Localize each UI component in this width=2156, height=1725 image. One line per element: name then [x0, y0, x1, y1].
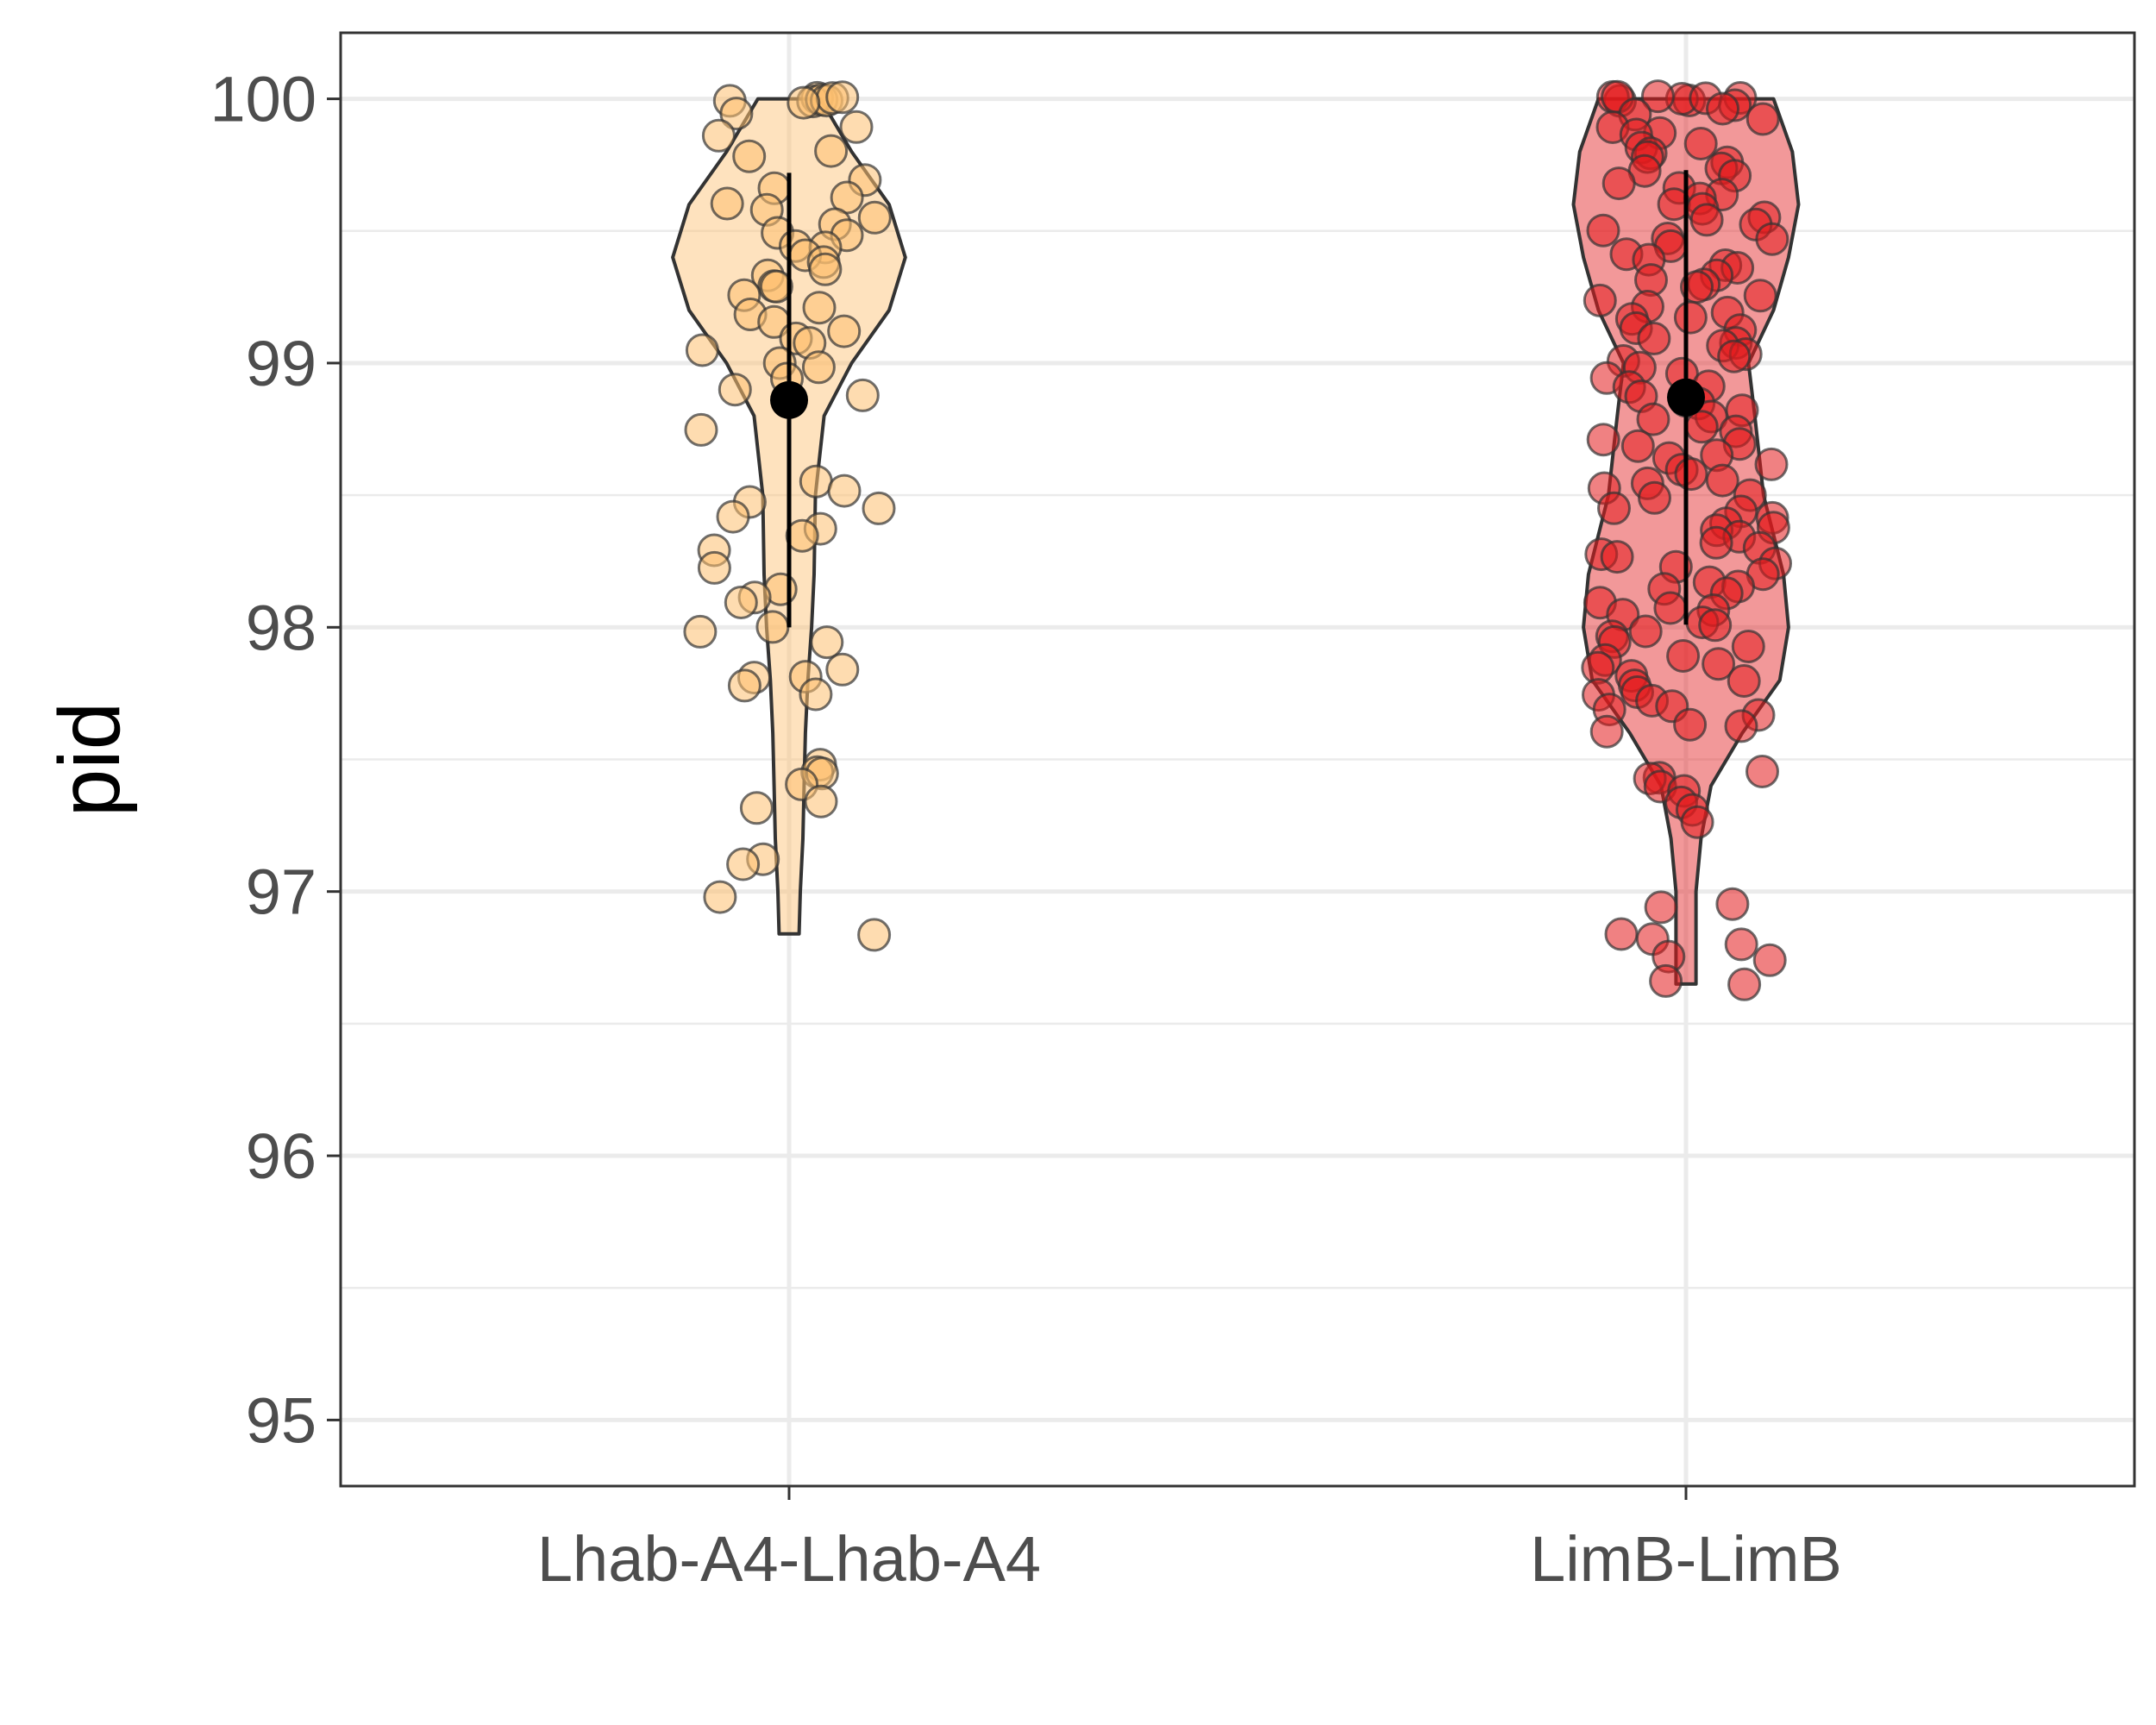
data-point — [1597, 491, 1631, 525]
data-point — [1702, 647, 1736, 681]
y-tick-label: 97 — [246, 856, 317, 928]
data-point — [1637, 322, 1671, 355]
data-point — [716, 499, 750, 534]
data-point — [1620, 429, 1655, 463]
data-point — [759, 269, 793, 304]
data-point — [1684, 410, 1719, 444]
data-point — [814, 134, 849, 168]
data-point — [1673, 707, 1708, 742]
data-point — [724, 586, 758, 619]
data-point — [1745, 755, 1779, 788]
data-point — [703, 880, 737, 914]
data-point — [1600, 540, 1634, 574]
data-point — [810, 625, 844, 660]
data-point — [1752, 943, 1787, 977]
axes: 95 96 97 98 99 100 Lhab-A4-Lhab-A4 LimB-LimB — [210, 64, 1842, 1595]
data-point — [1743, 279, 1777, 313]
data-point — [1698, 608, 1733, 643]
data-point — [787, 85, 821, 120]
data-point — [799, 464, 833, 499]
mean-point — [770, 380, 808, 419]
data-point — [1745, 102, 1780, 136]
data-point — [827, 314, 862, 348]
data-point — [808, 252, 843, 286]
data-point — [684, 412, 718, 447]
data-point — [1586, 213, 1620, 248]
y-tick-label: 100 — [210, 64, 317, 135]
data-point — [804, 784, 838, 819]
data-point — [1583, 283, 1617, 317]
data-point — [802, 291, 837, 325]
data-point — [1706, 91, 1739, 126]
y-axis-title: pid — [41, 702, 138, 817]
y-tick-label: 99 — [246, 328, 317, 399]
data-point — [825, 80, 860, 115]
data-point — [825, 652, 860, 687]
data-point — [845, 378, 880, 412]
data-point — [1715, 887, 1750, 921]
data-point — [1589, 714, 1624, 749]
data-point — [1680, 805, 1714, 839]
data-point — [1727, 664, 1761, 698]
data-point — [1724, 709, 1758, 743]
data-point — [1636, 402, 1670, 436]
data-point — [718, 373, 752, 407]
data-point — [799, 677, 833, 712]
data-point — [732, 139, 767, 173]
data-point — [697, 550, 731, 585]
data-point — [1731, 630, 1765, 663]
data-point — [1673, 300, 1708, 335]
data-point — [1601, 166, 1636, 201]
data-point — [1640, 79, 1675, 114]
data-point — [857, 918, 892, 952]
data-point — [1689, 203, 1724, 237]
x-tick-label: Lhab-A4-Lhab-A4 — [537, 1523, 1041, 1595]
data-point — [1699, 525, 1733, 560]
data-point — [1683, 127, 1718, 160]
data-point — [1717, 339, 1752, 373]
data-point — [719, 97, 754, 131]
data-point — [839, 110, 874, 144]
data-point — [1674, 457, 1708, 492]
data-point — [1644, 890, 1678, 925]
data-point — [710, 186, 744, 221]
data-point — [1666, 639, 1701, 673]
y-tick-label: 96 — [246, 1120, 317, 1192]
data-point — [726, 847, 761, 881]
data-point — [1724, 927, 1758, 962]
data-point — [1727, 967, 1762, 1001]
data-point — [1604, 917, 1639, 951]
mean-range-markers — [770, 170, 1705, 628]
data-point — [1754, 447, 1789, 481]
data-point — [1586, 423, 1620, 457]
data-point — [857, 200, 892, 235]
data-point — [1649, 963, 1683, 998]
data-point — [701, 118, 736, 153]
data-point — [1755, 222, 1789, 256]
data-point — [801, 350, 836, 385]
data-point — [755, 610, 790, 644]
x-tick-label: LimB-LimB — [1530, 1523, 1842, 1595]
data-point — [785, 518, 819, 553]
data-point — [827, 474, 862, 508]
data-point — [862, 491, 896, 525]
y-tick-label: 98 — [246, 592, 317, 663]
y-tick-label: 95 — [246, 1384, 317, 1456]
data-point — [1628, 614, 1663, 649]
data-point — [1638, 480, 1671, 515]
plot-panel-border — [339, 31, 2136, 1488]
data-point — [683, 614, 718, 649]
data-point — [727, 668, 761, 703]
data-point — [739, 791, 774, 825]
mean-point — [1667, 378, 1705, 417]
data-point — [1653, 591, 1688, 625]
data-point — [685, 333, 719, 367]
data-point — [1705, 463, 1739, 498]
